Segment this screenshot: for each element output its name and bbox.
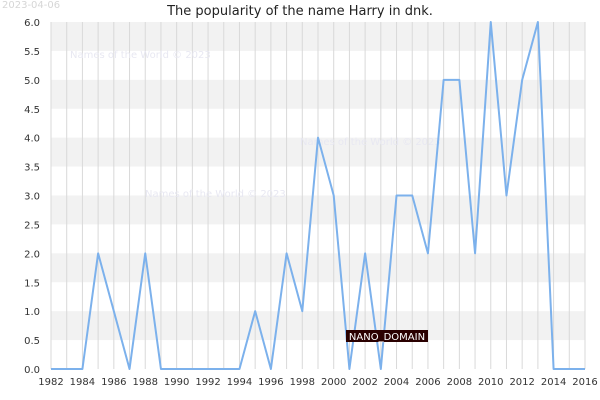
y-tick-label: 4.0 [24,134,40,145]
watermark-1: Names of the World © 2023 [70,50,211,61]
y-tick-label: 2.5 [24,220,40,231]
y-tick-label: 3.5 [24,163,40,174]
y-tick-label: 1.5 [24,278,40,289]
x-tick-label: 2000 [321,377,346,388]
series-lines [51,21,585,370]
date-stamp: 2023-04-06 [2,0,61,11]
x-tick-label: 2016 [572,377,597,388]
x-tick-label: 2006 [415,377,440,388]
x-tick-label: 1992 [195,377,220,388]
y-tick-label: 3.0 [24,192,40,203]
x-tick-label: 1998 [290,377,315,388]
grid-lines [50,22,586,369]
x-tick-label: 1996 [258,377,283,388]
x-axis-ticks: 1982 1984 1986 1988 1990 1992 1994 1996 1998 2000… [38,377,597,388]
x-tick-label: 1988 [133,377,158,388]
chart-title: The popularity of the name Harry in dnk. [166,4,433,19]
nano-domain-label: NANO_DOMAIN [349,332,425,343]
x-tick-label: 2002 [352,377,377,388]
y-tick-label: 6.0 [24,18,40,29]
x-tick-label: 2014 [541,377,566,388]
y-tick-label: 5.0 [24,76,40,87]
y-tick-label: 1.0 [24,307,40,318]
x-tick-label: 1984 [70,377,95,388]
y-tick-label: 5.5 [24,47,40,58]
y-axis-ticks: 0.0 0.5 1.0 1.5 2.0 2.5 3.0 3.5 4.0 4.5 5.0 5.5 6.0 [24,18,40,376]
series-line [51,21,585,370]
y-tick-label: 2.0 [24,249,40,260]
x-tick-label: 1982 [38,377,63,388]
nano-domain-tag: NANO_DOMAIN [346,330,428,343]
x-tick-label: 1990 [164,377,189,388]
x-tick-label: 2004 [384,377,409,388]
x-tick-label: 2010 [478,377,503,388]
watermark-3: Names of the World © 2023 [145,189,286,200]
y-tick-label: 0.0 [24,365,40,376]
watermark-2: Names of the World © 2023 [300,137,441,148]
x-tick-label: 1986 [101,377,126,388]
y-tick-label: 0.5 [24,336,40,347]
x-tick-label: 2008 [447,377,472,388]
x-tick-label: 1994 [227,377,252,388]
x-tick-label: 2012 [509,377,534,388]
watermarks: Names of the World © 2023 Names of the W… [70,50,441,200]
y-tick-label: 4.5 [24,105,40,116]
